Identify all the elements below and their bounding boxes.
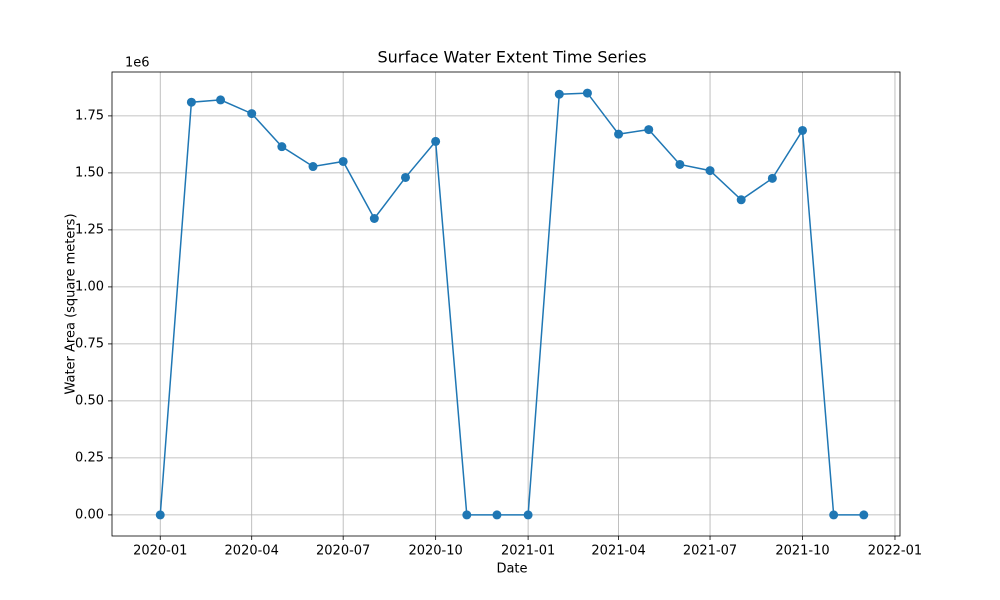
data-point: [644, 125, 654, 135]
x-tick-label: 2020-10: [408, 544, 462, 559]
x-tick-label: 2021-07: [683, 544, 737, 559]
data-point: [186, 97, 196, 107]
data-point: [523, 510, 533, 520]
data-point: [859, 510, 869, 520]
data-point: [338, 156, 348, 166]
data-point: [247, 109, 257, 119]
data-point: [829, 510, 839, 520]
x-axis-label: Date: [496, 562, 527, 577]
x-tick-label: 2022-01: [868, 544, 922, 559]
y-tick-label: 1.50: [75, 165, 104, 180]
data-point: [767, 173, 777, 183]
x-tick-label: 2020-04: [225, 544, 279, 559]
y-tick-label: 0.00: [75, 507, 104, 522]
data-point: [554, 89, 564, 99]
y-tick-label: 0.50: [75, 393, 104, 408]
data-point: [582, 88, 592, 98]
data-point: [431, 136, 441, 146]
data-point: [736, 195, 746, 205]
x-tick-label: 2021-01: [501, 544, 555, 559]
data-point: [216, 95, 226, 105]
data-point: [675, 159, 685, 169]
data-point: [308, 162, 318, 172]
chart-title: Surface Water Extent Time Series: [377, 48, 646, 67]
y-tick-label: 1.00: [75, 279, 104, 294]
y-tick-label: 1.75: [75, 108, 104, 123]
y-axis-label: Water Area (square meters): [64, 213, 79, 394]
data-point: [492, 510, 502, 520]
data-point: [277, 142, 287, 152]
y-tick-label: 0.25: [75, 450, 104, 465]
data-point: [614, 129, 624, 139]
data-point: [369, 213, 379, 223]
data-point: [400, 172, 410, 182]
y-tick-label: 0.75: [75, 336, 104, 351]
data-point: [155, 510, 165, 520]
data-line: [159, 92, 864, 516]
data-point: [798, 125, 808, 135]
x-tick-label: 2020-01: [133, 544, 187, 559]
y-tick-label: 1.25: [75, 222, 104, 237]
plot-frame: [111, 71, 901, 537]
x-tick-label: 2020-07: [316, 544, 370, 559]
x-tick-label: 2021-04: [591, 544, 645, 559]
data-point: [462, 510, 472, 520]
data-point: [705, 166, 715, 176]
y-offset-text: 1e6: [125, 56, 150, 71]
x-tick-label: 2021-10: [775, 544, 829, 559]
